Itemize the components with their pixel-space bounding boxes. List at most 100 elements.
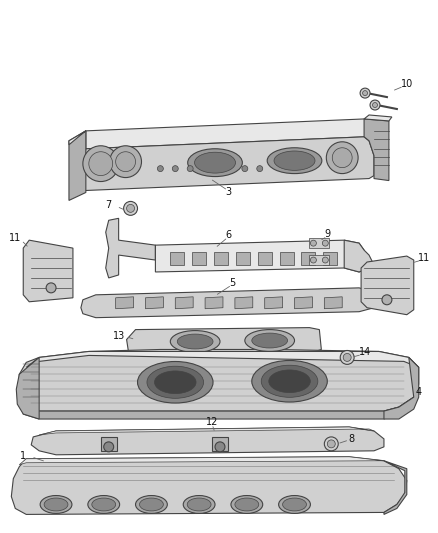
- Polygon shape: [11, 457, 407, 514]
- Text: 6: 6: [225, 230, 231, 240]
- Ellipse shape: [252, 333, 288, 348]
- Circle shape: [83, 146, 119, 182]
- Polygon shape: [81, 288, 377, 318]
- Text: 13: 13: [113, 330, 125, 341]
- Polygon shape: [81, 137, 374, 193]
- Polygon shape: [214, 252, 228, 265]
- Ellipse shape: [252, 360, 327, 402]
- Circle shape: [116, 152, 135, 172]
- Circle shape: [326, 142, 358, 174]
- Circle shape: [215, 442, 225, 452]
- Text: 5: 5: [229, 278, 235, 288]
- Polygon shape: [294, 297, 312, 309]
- Polygon shape: [235, 297, 253, 309]
- Polygon shape: [39, 427, 374, 435]
- Polygon shape: [212, 437, 228, 451]
- Text: 1: 1: [20, 451, 26, 461]
- Polygon shape: [309, 238, 329, 248]
- Ellipse shape: [135, 496, 167, 513]
- Ellipse shape: [170, 330, 220, 352]
- Ellipse shape: [188, 149, 242, 176]
- Polygon shape: [145, 297, 163, 309]
- Polygon shape: [16, 358, 39, 419]
- Circle shape: [127, 204, 134, 212]
- Text: 9: 9: [324, 229, 330, 239]
- Polygon shape: [384, 461, 407, 514]
- Polygon shape: [69, 131, 86, 200]
- Polygon shape: [19, 457, 384, 465]
- Polygon shape: [23, 240, 73, 302]
- Circle shape: [187, 166, 193, 172]
- Ellipse shape: [235, 498, 259, 511]
- Polygon shape: [344, 240, 374, 272]
- Circle shape: [110, 146, 141, 177]
- Polygon shape: [324, 297, 342, 309]
- Circle shape: [373, 102, 378, 108]
- Ellipse shape: [155, 371, 196, 393]
- Circle shape: [322, 257, 328, 263]
- Circle shape: [343, 353, 351, 361]
- Polygon shape: [309, 255, 329, 265]
- Text: 12: 12: [206, 417, 218, 427]
- Ellipse shape: [177, 334, 213, 349]
- Ellipse shape: [231, 496, 263, 513]
- Polygon shape: [361, 256, 414, 314]
- Circle shape: [363, 91, 367, 95]
- Polygon shape: [175, 297, 193, 309]
- Circle shape: [124, 201, 138, 215]
- Text: 7: 7: [106, 200, 112, 211]
- Ellipse shape: [138, 361, 213, 403]
- Polygon shape: [236, 252, 250, 265]
- Polygon shape: [116, 297, 134, 309]
- Polygon shape: [106, 219, 155, 278]
- Polygon shape: [19, 350, 419, 411]
- Polygon shape: [364, 115, 392, 121]
- Text: 3: 3: [225, 188, 231, 197]
- Polygon shape: [81, 119, 369, 153]
- Ellipse shape: [147, 366, 204, 398]
- Circle shape: [89, 152, 113, 175]
- Circle shape: [370, 100, 380, 110]
- Ellipse shape: [92, 498, 116, 511]
- Polygon shape: [258, 252, 272, 265]
- Ellipse shape: [269, 370, 310, 393]
- Polygon shape: [301, 252, 315, 265]
- Polygon shape: [31, 427, 384, 455]
- Ellipse shape: [261, 365, 318, 397]
- Polygon shape: [155, 240, 364, 272]
- Polygon shape: [384, 358, 419, 419]
- Polygon shape: [23, 397, 414, 419]
- Circle shape: [172, 166, 178, 172]
- Circle shape: [382, 295, 392, 305]
- Polygon shape: [265, 297, 283, 309]
- Text: 10: 10: [401, 79, 413, 89]
- Polygon shape: [69, 131, 86, 145]
- Ellipse shape: [279, 496, 311, 513]
- Polygon shape: [323, 252, 337, 265]
- Ellipse shape: [140, 498, 163, 511]
- Circle shape: [360, 88, 370, 98]
- Circle shape: [257, 166, 263, 172]
- Ellipse shape: [283, 498, 307, 511]
- Circle shape: [322, 240, 328, 246]
- Ellipse shape: [194, 152, 236, 173]
- Circle shape: [311, 257, 316, 263]
- Polygon shape: [26, 351, 419, 367]
- Circle shape: [324, 437, 338, 451]
- Polygon shape: [127, 328, 321, 356]
- Circle shape: [242, 166, 248, 172]
- Ellipse shape: [187, 498, 211, 511]
- Polygon shape: [279, 252, 293, 265]
- Ellipse shape: [274, 151, 315, 171]
- Circle shape: [46, 283, 56, 293]
- Circle shape: [332, 148, 352, 168]
- Circle shape: [340, 351, 354, 365]
- Text: 8: 8: [348, 434, 354, 444]
- Ellipse shape: [245, 329, 294, 351]
- Circle shape: [311, 240, 316, 246]
- Text: 11: 11: [417, 253, 430, 263]
- Polygon shape: [170, 252, 184, 265]
- Polygon shape: [205, 297, 223, 309]
- Ellipse shape: [88, 496, 120, 513]
- Circle shape: [104, 442, 114, 452]
